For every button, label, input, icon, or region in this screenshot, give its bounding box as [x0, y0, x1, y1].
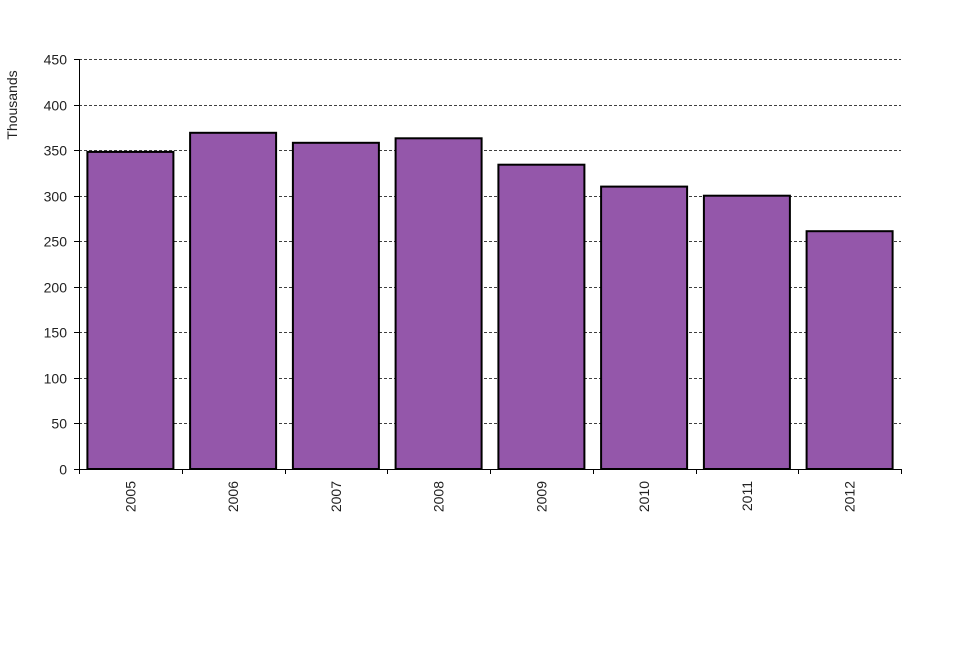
x-tick-label: 2012 [842, 481, 858, 512]
x-tick-label: 2005 [122, 481, 138, 512]
bar-2008 [394, 137, 483, 471]
bar-2007 [291, 141, 380, 471]
bar-2009 [497, 163, 586, 470]
bar-2005 [86, 150, 175, 470]
y-tick-labels: 0 50 100 150 200 250 300 350 400 450 [44, 52, 68, 478]
x-tick-labels: 2005 2006 2007 2008 2009 2010 2011 2012 [122, 481, 857, 512]
x-tick-label: 2008 [431, 481, 447, 512]
y-tick-label: 0 [59, 462, 67, 478]
y-tick-label: 400 [44, 98, 68, 114]
bar-2010 [600, 185, 689, 470]
y-tick-label: 200 [44, 280, 68, 296]
y-tick-label: 450 [44, 52, 68, 68]
y-tick-label: 150 [44, 325, 68, 341]
bar-2012 [805, 230, 894, 470]
x-tick-label: 2009 [533, 481, 549, 512]
y-tick-label: 350 [44, 143, 68, 159]
axes [74, 59, 902, 474]
bars [86, 131, 894, 471]
y-tick-label: 50 [51, 416, 67, 432]
x-tick-label: 2010 [636, 481, 652, 512]
x-tick-label: 2006 [225, 481, 241, 512]
y-tick-label: 300 [44, 189, 68, 205]
y-tick-label: 100 [44, 371, 68, 387]
bar-2006 [189, 131, 278, 471]
y-tick-label: 250 [44, 234, 68, 250]
x-tick-label: 2007 [328, 481, 344, 512]
y-axis-title: Thousands [4, 70, 20, 139]
bar-2011 [702, 194, 791, 470]
x-tick-label: 2011 [739, 481, 755, 511]
